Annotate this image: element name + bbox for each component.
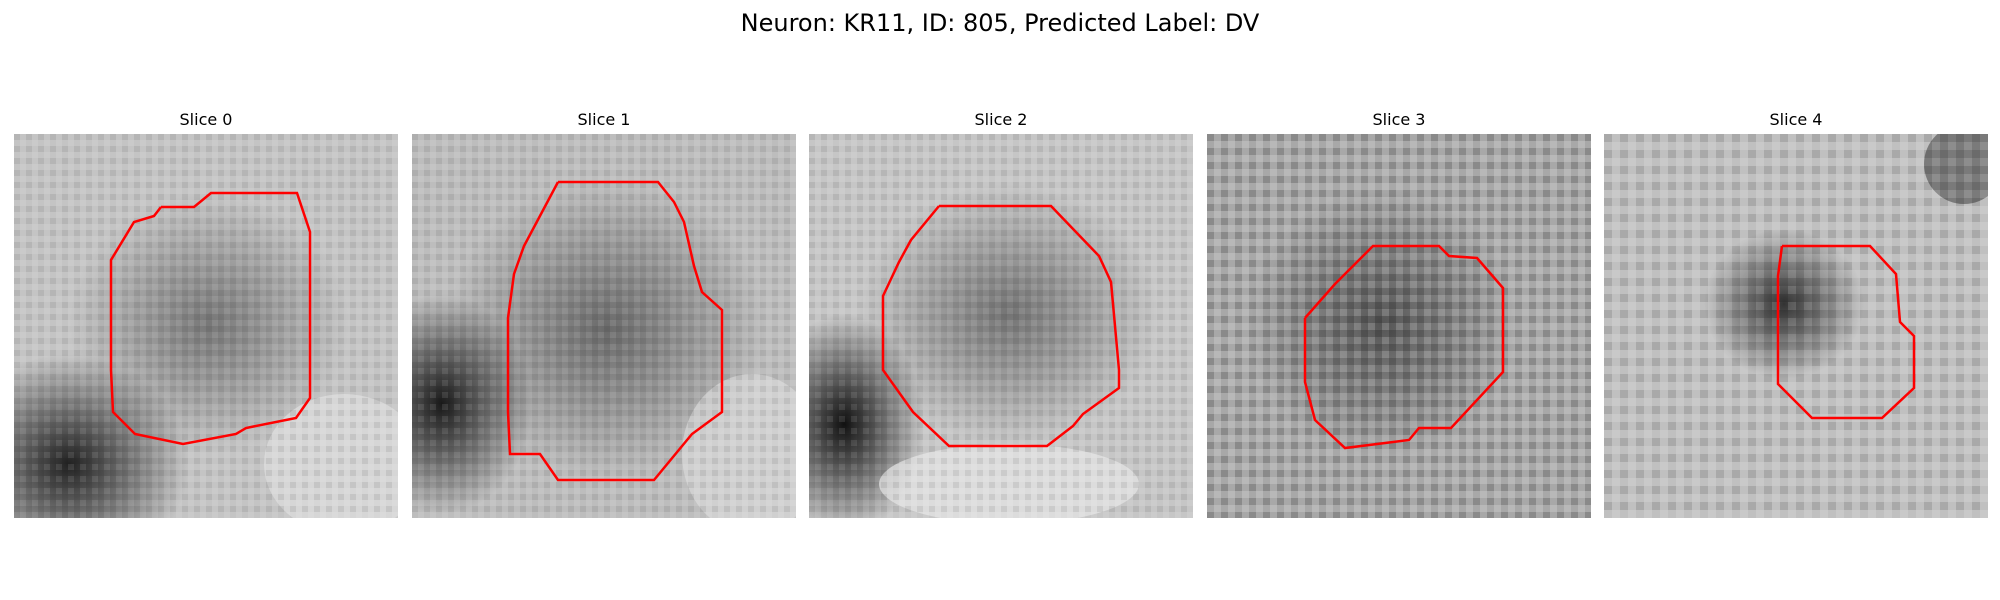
slice-image-1 (412, 134, 796, 518)
slice-panel-1: Slice 1 (412, 108, 796, 518)
slice-panel-4: Slice 4 (1604, 108, 1988, 518)
slice-image-3 (1207, 134, 1591, 518)
slice-title-0: Slice 0 (179, 110, 233, 129)
contour-2 (881, 204, 1121, 448)
slice-image-4 (1604, 134, 1988, 518)
slice-title-1: Slice 1 (577, 110, 631, 129)
slice-panel-0: Slice 0 (14, 108, 398, 518)
slice-panel-3: Slice 3 (1207, 108, 1591, 518)
contour-1 (506, 180, 724, 482)
figure-title: Neuron: KR11, ID: 805, Predicted Label: … (740, 9, 1260, 37)
slice-title-2: Slice 2 (974, 110, 1028, 129)
contour-4 (1776, 244, 1916, 420)
slice-panel-2: Slice 2 (809, 108, 1193, 518)
slice-image-0 (14, 134, 398, 518)
slice-title-3: Slice 3 (1372, 110, 1426, 129)
contour-0 (109, 191, 312, 446)
slice-title-4: Slice 4 (1769, 110, 1823, 129)
slice-image-2 (809, 134, 1193, 518)
contour-3 (1303, 244, 1505, 450)
